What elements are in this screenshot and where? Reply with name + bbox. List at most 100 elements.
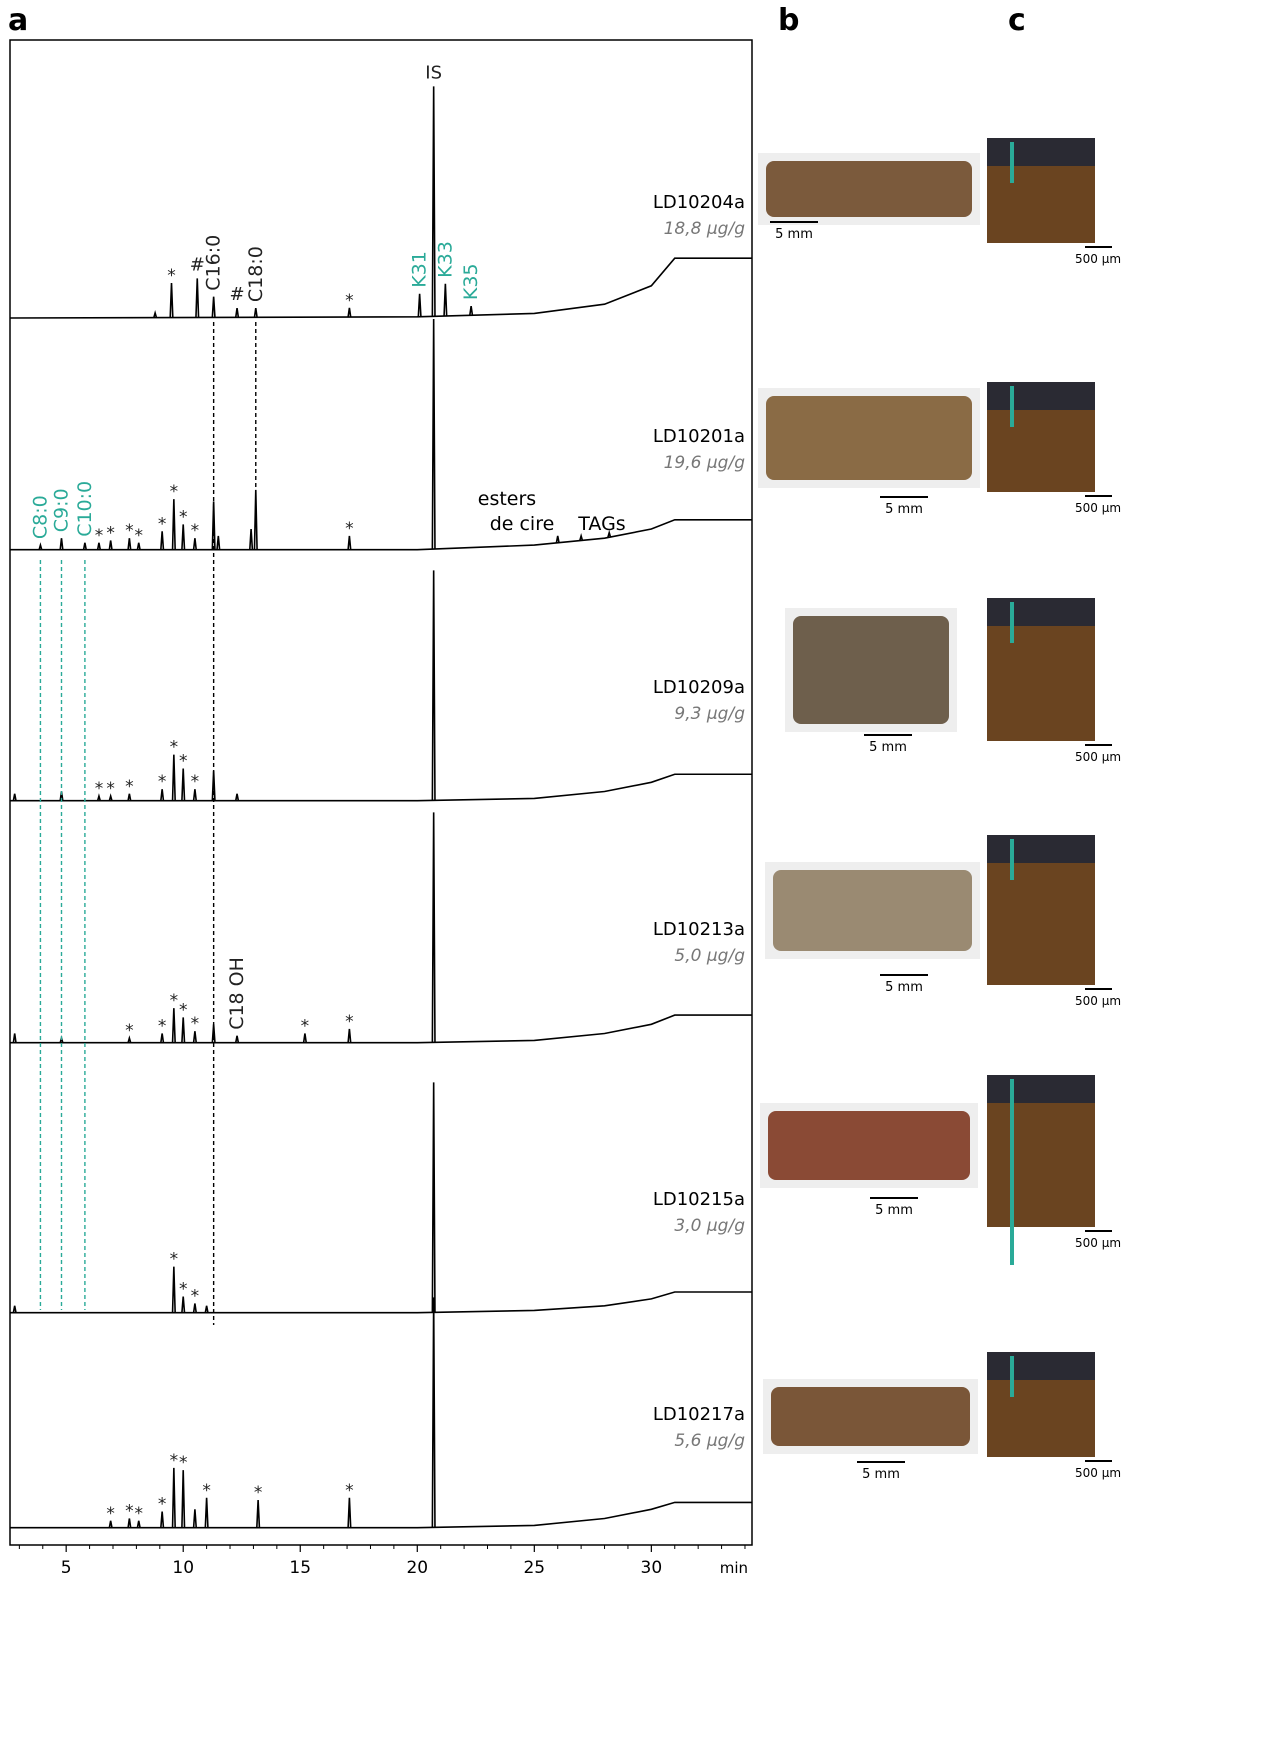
peak	[195, 278, 200, 318]
peak	[108, 540, 113, 550]
peak-label: *	[179, 1453, 188, 1473]
peak	[127, 538, 132, 550]
peak	[171, 499, 176, 550]
peak-label: *	[125, 521, 134, 541]
peak-label: C9:0	[50, 488, 72, 532]
peak	[431, 1297, 436, 1528]
sample-name: LD10209a	[653, 677, 745, 698]
peak-label: *	[158, 514, 167, 534]
peak	[204, 1497, 209, 1528]
scale-label: 5 mm	[775, 227, 813, 242]
peak	[171, 1467, 176, 1528]
peak	[443, 283, 448, 317]
peak	[38, 542, 43, 550]
scale-label: 5 mm	[869, 740, 907, 755]
annotation: esters	[478, 488, 536, 510]
scale-label: 5 mm	[885, 980, 923, 995]
peak-label: C18:0	[245, 246, 267, 302]
sample-name: LD10204a	[653, 192, 745, 213]
peak	[431, 1082, 436, 1313]
sherd	[766, 396, 972, 480]
peak-label: *	[95, 526, 104, 546]
peak	[234, 308, 240, 318]
peak-label: *	[191, 772, 200, 792]
peak-label: #	[190, 254, 205, 275]
peak-label: *	[158, 772, 167, 792]
peak-label: *	[106, 524, 115, 544]
scale-label: 500 µm	[1075, 1466, 1121, 1480]
panel-label: c	[1008, 3, 1026, 38]
sherd	[766, 161, 972, 217]
peak	[211, 296, 216, 318]
peak-label: C18 OH	[226, 957, 248, 1030]
baseline	[10, 518, 752, 551]
peak-label: *	[95, 779, 104, 799]
peak-label: *	[170, 482, 179, 502]
peak	[431, 812, 436, 1043]
peak	[256, 1500, 261, 1528]
peak	[136, 1520, 141, 1528]
peak	[248, 528, 254, 550]
peak	[347, 535, 352, 550]
peak-label: *	[191, 1287, 200, 1307]
peak	[136, 542, 141, 550]
peak-label: *	[345, 1012, 354, 1032]
scale-label: 500 µm	[1075, 750, 1121, 764]
peak-label: *	[191, 521, 200, 541]
peak	[169, 283, 174, 318]
peak	[96, 793, 102, 801]
peak-label: *	[134, 1504, 143, 1524]
peak-label: *	[345, 1481, 354, 1501]
sample-name: LD10215a	[653, 1189, 745, 1210]
peak	[555, 535, 560, 543]
peak-label: K33	[434, 241, 456, 278]
peak-label: C8:0	[29, 495, 51, 539]
scale-label: 500 µm	[1075, 1236, 1121, 1250]
peak-label: *	[179, 1280, 188, 1300]
peak	[181, 1296, 186, 1313]
peak	[82, 542, 87, 550]
peak	[160, 1033, 165, 1043]
peak	[192, 1509, 198, 1528]
peak	[302, 1033, 308, 1043]
peak-label: *	[170, 1250, 179, 1270]
peak	[181, 768, 186, 801]
peak	[127, 1518, 132, 1528]
baseline	[10, 1291, 752, 1314]
peak	[108, 793, 113, 801]
concentration: 9,3 µg/g	[674, 704, 745, 724]
peak	[96, 542, 102, 550]
baseline	[10, 1501, 752, 1529]
peak-label: *	[125, 1502, 134, 1522]
scale-label: 5 mm	[885, 502, 923, 517]
sample-name: LD10213a	[653, 919, 745, 940]
micrograph-top	[987, 835, 1095, 863]
scale-label: 500 µm	[1075, 994, 1121, 1008]
panel-label: a	[8, 3, 28, 38]
peak-label: *	[179, 507, 188, 527]
x-tick-label: 15	[289, 1558, 311, 1578]
annotation: de cire	[490, 513, 555, 535]
peak-label: C16:0	[203, 235, 225, 291]
peak	[234, 1035, 240, 1043]
peak-label: *	[125, 777, 134, 797]
peak	[192, 789, 198, 801]
peak	[192, 1031, 198, 1043]
peak	[417, 293, 422, 317]
axes-frame	[9, 39, 753, 1546]
peak	[59, 538, 64, 550]
peak	[192, 1303, 198, 1313]
scale-label: 5 mm	[862, 1467, 900, 1482]
sherd	[768, 1111, 970, 1180]
peak	[469, 305, 474, 316]
peak-label: *	[170, 991, 179, 1011]
x-tick-label: 25	[523, 1558, 545, 1578]
peak-label: *	[125, 1021, 134, 1041]
peak	[171, 754, 176, 801]
peak-label: *	[158, 1495, 167, 1515]
peak-label: *	[134, 526, 143, 546]
x-tick-label: 10	[172, 1558, 194, 1578]
peak-label: *	[167, 266, 176, 286]
sherd	[773, 870, 972, 951]
